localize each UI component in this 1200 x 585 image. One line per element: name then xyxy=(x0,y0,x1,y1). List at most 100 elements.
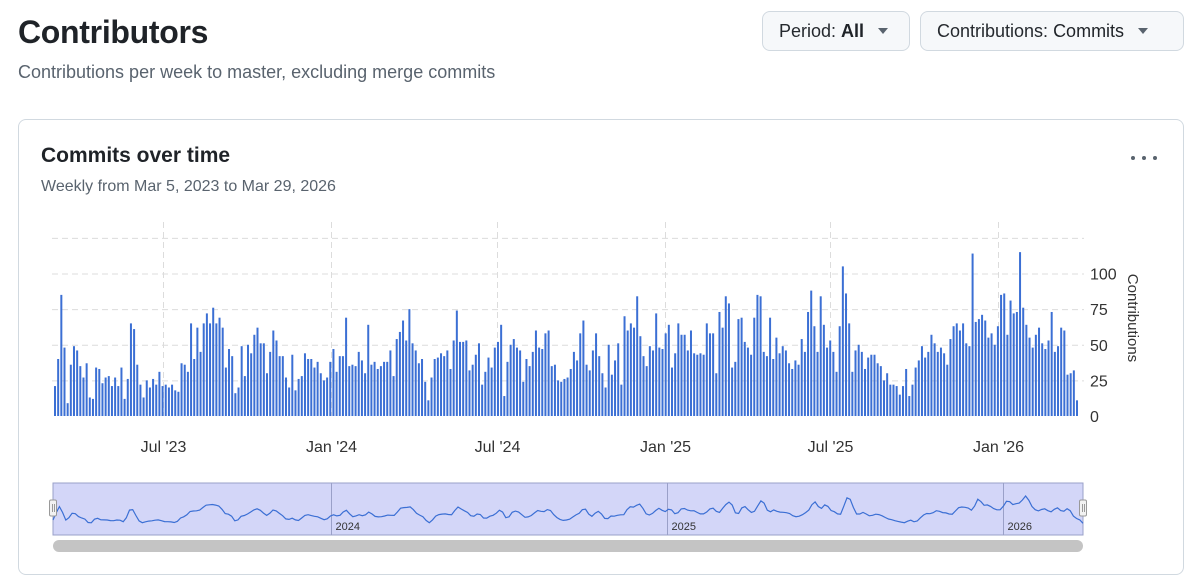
bar[interactable] xyxy=(655,313,658,416)
bar[interactable] xyxy=(379,366,382,417)
bar[interactable] xyxy=(209,323,212,417)
bar[interactable] xyxy=(531,351,534,417)
bar[interactable] xyxy=(72,346,75,417)
bar[interactable] xyxy=(803,351,806,417)
bar[interactable] xyxy=(395,339,398,416)
bar[interactable] xyxy=(288,387,291,417)
bar[interactable] xyxy=(265,373,268,416)
bar[interactable] xyxy=(541,349,544,416)
bar[interactable] xyxy=(136,364,139,416)
bar[interactable] xyxy=(626,330,629,417)
bar[interactable] xyxy=(500,324,503,416)
bar[interactable] xyxy=(300,376,303,416)
bar[interactable] xyxy=(731,367,734,416)
bar[interactable] xyxy=(566,377,569,416)
bar[interactable] xyxy=(481,384,484,416)
bar[interactable] xyxy=(813,326,816,417)
bar[interactable] xyxy=(133,329,136,416)
bar[interactable] xyxy=(914,367,917,416)
bar[interactable] xyxy=(661,349,664,416)
bar[interactable] xyxy=(971,253,974,416)
bar[interactable] xyxy=(683,334,686,416)
bar[interactable] xyxy=(465,340,468,417)
bar[interactable] xyxy=(1000,294,1003,417)
bar[interactable] xyxy=(879,366,882,417)
bar[interactable] xyxy=(351,364,354,416)
bar[interactable] xyxy=(595,333,598,416)
bar[interactable] xyxy=(943,353,946,416)
bar[interactable] xyxy=(272,330,275,417)
bar[interactable] xyxy=(715,373,718,416)
bar[interactable] xyxy=(338,356,341,416)
bar[interactable] xyxy=(1066,374,1069,417)
bar[interactable] xyxy=(936,351,939,417)
bar[interactable] xyxy=(671,367,673,416)
bar[interactable] xyxy=(493,347,496,416)
bar[interactable] xyxy=(677,323,680,417)
bar[interactable] xyxy=(664,333,667,416)
bar[interactable] xyxy=(452,340,455,417)
bar[interactable] xyxy=(345,317,348,417)
bar[interactable] xyxy=(689,330,692,417)
bar[interactable] xyxy=(234,393,237,416)
bar[interactable] xyxy=(759,296,762,416)
bar[interactable] xyxy=(819,296,822,416)
bar[interactable] xyxy=(360,360,363,417)
bar[interactable] xyxy=(247,344,250,416)
bar[interactable] xyxy=(1072,370,1075,416)
bar[interactable] xyxy=(196,327,199,416)
bar[interactable] xyxy=(832,351,835,417)
bar[interactable] xyxy=(231,356,234,416)
navigator-scrollbar[interactable] xyxy=(53,540,1083,552)
bar[interactable] xyxy=(990,333,993,416)
bar[interactable] xyxy=(468,370,471,416)
bar[interactable] xyxy=(440,353,443,416)
bar[interactable] xyxy=(174,390,177,416)
bar[interactable] xyxy=(129,323,132,417)
bar[interactable] xyxy=(1009,300,1012,416)
bar[interactable] xyxy=(585,364,588,416)
bar[interactable] xyxy=(250,353,253,416)
period-dropdown[interactable]: Period: All xyxy=(762,11,910,51)
bar[interactable] xyxy=(569,368,572,416)
bar[interactable] xyxy=(870,354,873,416)
bar[interactable] xyxy=(322,380,325,417)
kebab-horizontal-icon[interactable] xyxy=(1129,146,1159,170)
bar[interactable] xyxy=(838,326,841,417)
bar[interactable] xyxy=(284,377,287,416)
bar[interactable] xyxy=(256,327,259,416)
bar[interactable] xyxy=(443,356,446,416)
bar[interactable] xyxy=(110,386,113,416)
navigator-window[interactable] xyxy=(52,482,1084,536)
bar[interactable] xyxy=(955,323,958,417)
bar[interactable] xyxy=(534,330,537,417)
bar[interactable] xyxy=(750,354,753,416)
bar[interactable] xyxy=(243,376,246,416)
bar[interactable] xyxy=(294,390,297,416)
bar[interactable] xyxy=(544,333,547,416)
bar[interactable] xyxy=(848,323,851,417)
bar[interactable] xyxy=(1069,373,1072,416)
bar[interactable] xyxy=(515,347,518,416)
bar[interactable] xyxy=(756,294,759,417)
bar[interactable] xyxy=(1003,293,1006,416)
bar[interactable] xyxy=(851,371,854,416)
bar[interactable] xyxy=(778,353,781,416)
bar[interactable] xyxy=(237,387,240,417)
bar[interactable] xyxy=(383,361,386,416)
bar[interactable] xyxy=(417,363,420,416)
bar[interactable] xyxy=(867,357,870,416)
bar[interactable] xyxy=(262,343,265,416)
bar[interactable] xyxy=(623,316,626,416)
bar[interactable] xyxy=(873,354,876,416)
bar[interactable] xyxy=(142,397,145,417)
bar[interactable] xyxy=(889,384,892,416)
bar[interactable] xyxy=(316,361,319,416)
bar[interactable] xyxy=(898,394,901,417)
bar[interactable] xyxy=(335,371,338,416)
bar[interactable] xyxy=(816,351,819,417)
bar[interactable] xyxy=(487,357,490,416)
bar[interactable] xyxy=(674,353,677,416)
bar[interactable] xyxy=(1060,327,1063,416)
bar[interactable] xyxy=(908,396,911,416)
